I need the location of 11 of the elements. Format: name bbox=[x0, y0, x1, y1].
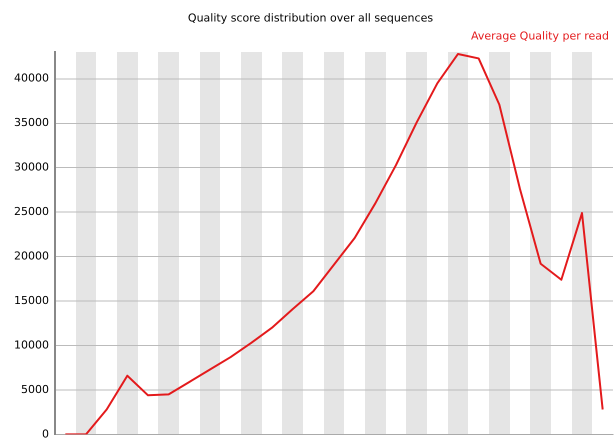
y-tick-label: 0 bbox=[42, 427, 49, 440]
y-tick-label: 15000 bbox=[14, 294, 49, 307]
chart-title: Quality score distribution over all sequences bbox=[188, 11, 434, 24]
y-tick-label: 25000 bbox=[14, 205, 49, 218]
y-tick-label: 10000 bbox=[14, 338, 49, 352]
y-tick-label: 40000 bbox=[14, 72, 49, 85]
series-label: Average Quality per read bbox=[470, 30, 610, 43]
y-tick-label: 30000 bbox=[14, 160, 49, 174]
y-tick-label: 5000 bbox=[20, 382, 49, 396]
y-tick-label: 20000 bbox=[14, 249, 49, 262]
y-tick-label: 35000 bbox=[14, 116, 49, 130]
